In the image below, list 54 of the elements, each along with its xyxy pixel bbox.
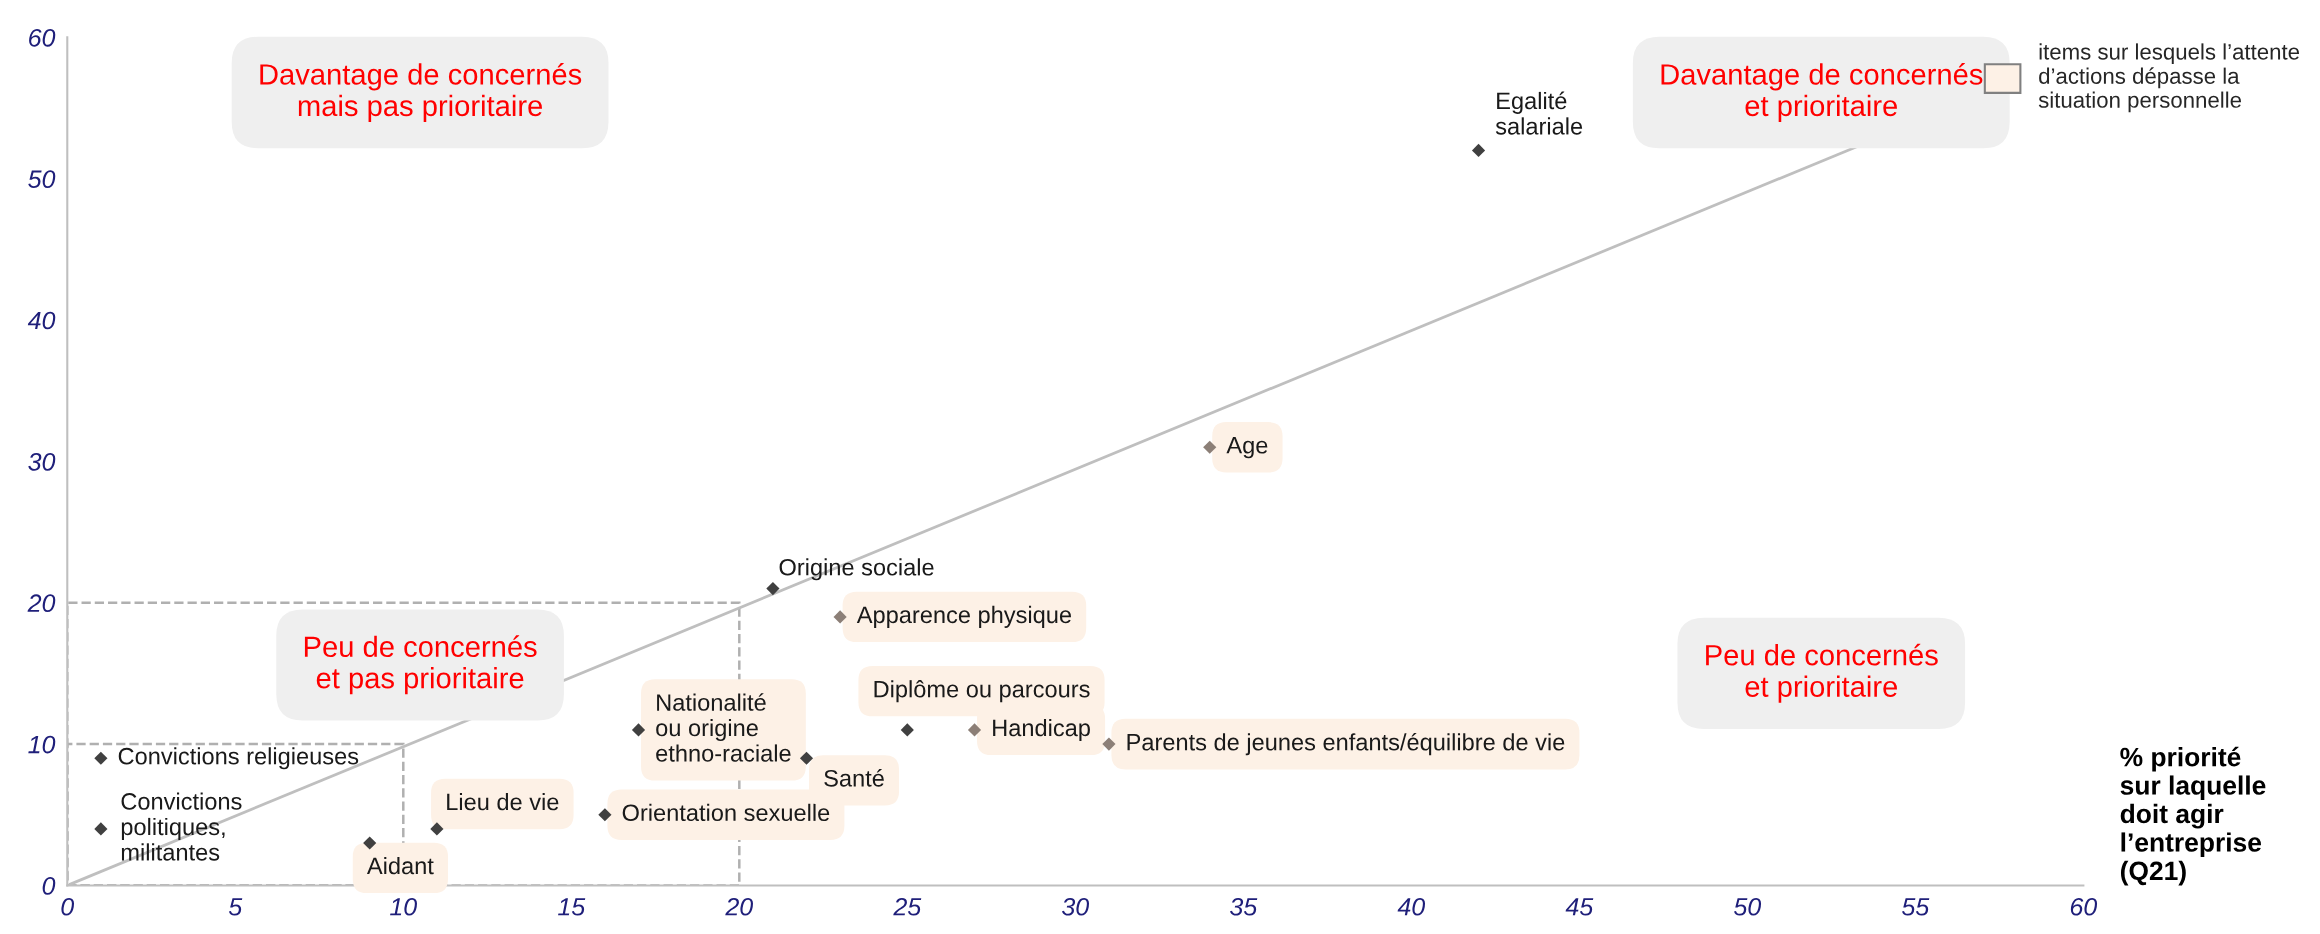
x-tick-label: 50 [1734, 897, 1762, 916]
data-label: Age [1226, 437, 1268, 459]
data-label: Nationalité ou origine ethno-raciale [656, 693, 791, 762]
point [1102, 737, 1116, 751]
point [1471, 143, 1486, 158]
point [766, 582, 780, 596]
x-tick-label: 25 [893, 897, 922, 916]
y-tick-label: 60 [29, 28, 56, 47]
point [631, 723, 646, 737]
data-label: Lieu de vie [447, 792, 559, 811]
text: items sur lesquels l’attente d’actions dépasse la situation personnelle [2038, 43, 2300, 113]
x-axis-title: % priorité sur laquelle doit agir l’entreprise (Q21) [2120, 746, 2266, 886]
x-tick-label: 40 [1397, 897, 1426, 916]
data-label: Egalité salariale [1495, 91, 1583, 135]
x-tick-label: 0 [61, 897, 75, 916]
y-tick-label: 0 [42, 877, 56, 895]
annotation: Davantage de concernés et prioritaire [1661, 63, 1983, 122]
x-tick-label: 5 [228, 898, 243, 916]
point [967, 723, 982, 737]
point [363, 836, 377, 850]
x-tick-label: 60 [2070, 897, 2098, 916]
data-label: Convictions religieuses [118, 747, 359, 770]
data-label: Apparence physique [856, 605, 1072, 628]
data-label: Orientation sexuelle [622, 803, 830, 822]
data-label: Convictions politiques, militantes [121, 792, 242, 861]
x-tick-label: 15 [558, 898, 586, 916]
y-tick-label: 30 [28, 453, 56, 471]
data-label: Santé [824, 769, 884, 787]
data-label: Handicap [993, 718, 1090, 741]
y-tick-label: 40 [27, 311, 56, 330]
y-tick-label: 10 [28, 735, 56, 754]
point [799, 751, 814, 765]
point [900, 723, 914, 737]
x-tick-label: 10 [390, 897, 417, 916]
point [94, 822, 108, 836]
y-tick-label: 50 [28, 170, 56, 189]
point [1203, 440, 1217, 454]
annotation: Peu de concernés et prioritaire [1706, 643, 1938, 703]
x-tick-label: 30 [1062, 897, 1090, 916]
annotation: Peu de concernés et pas prioritaire [304, 635, 537, 695]
point [94, 751, 108, 765]
x-tick-label: 35 [1230, 897, 1258, 916]
data-label: Parents de jeunes enfants/équilibre de vie [1127, 732, 1565, 756]
point [430, 822, 444, 836]
data-label: Diplôme ou parcours [874, 680, 1090, 703]
x-tick-label: 55 [1902, 898, 1930, 916]
x-tick-label: 45 [1565, 898, 1594, 916]
y-tick-label: 20 [27, 594, 56, 613]
data-label: Aidant [366, 856, 434, 875]
annotation: Davantage de concernés mais pas prioritaire [260, 63, 582, 122]
point [833, 610, 847, 624]
data-label: Origine sociale [779, 558, 934, 581]
point [598, 808, 612, 822]
x-tick-label: 20 [725, 897, 753, 916]
